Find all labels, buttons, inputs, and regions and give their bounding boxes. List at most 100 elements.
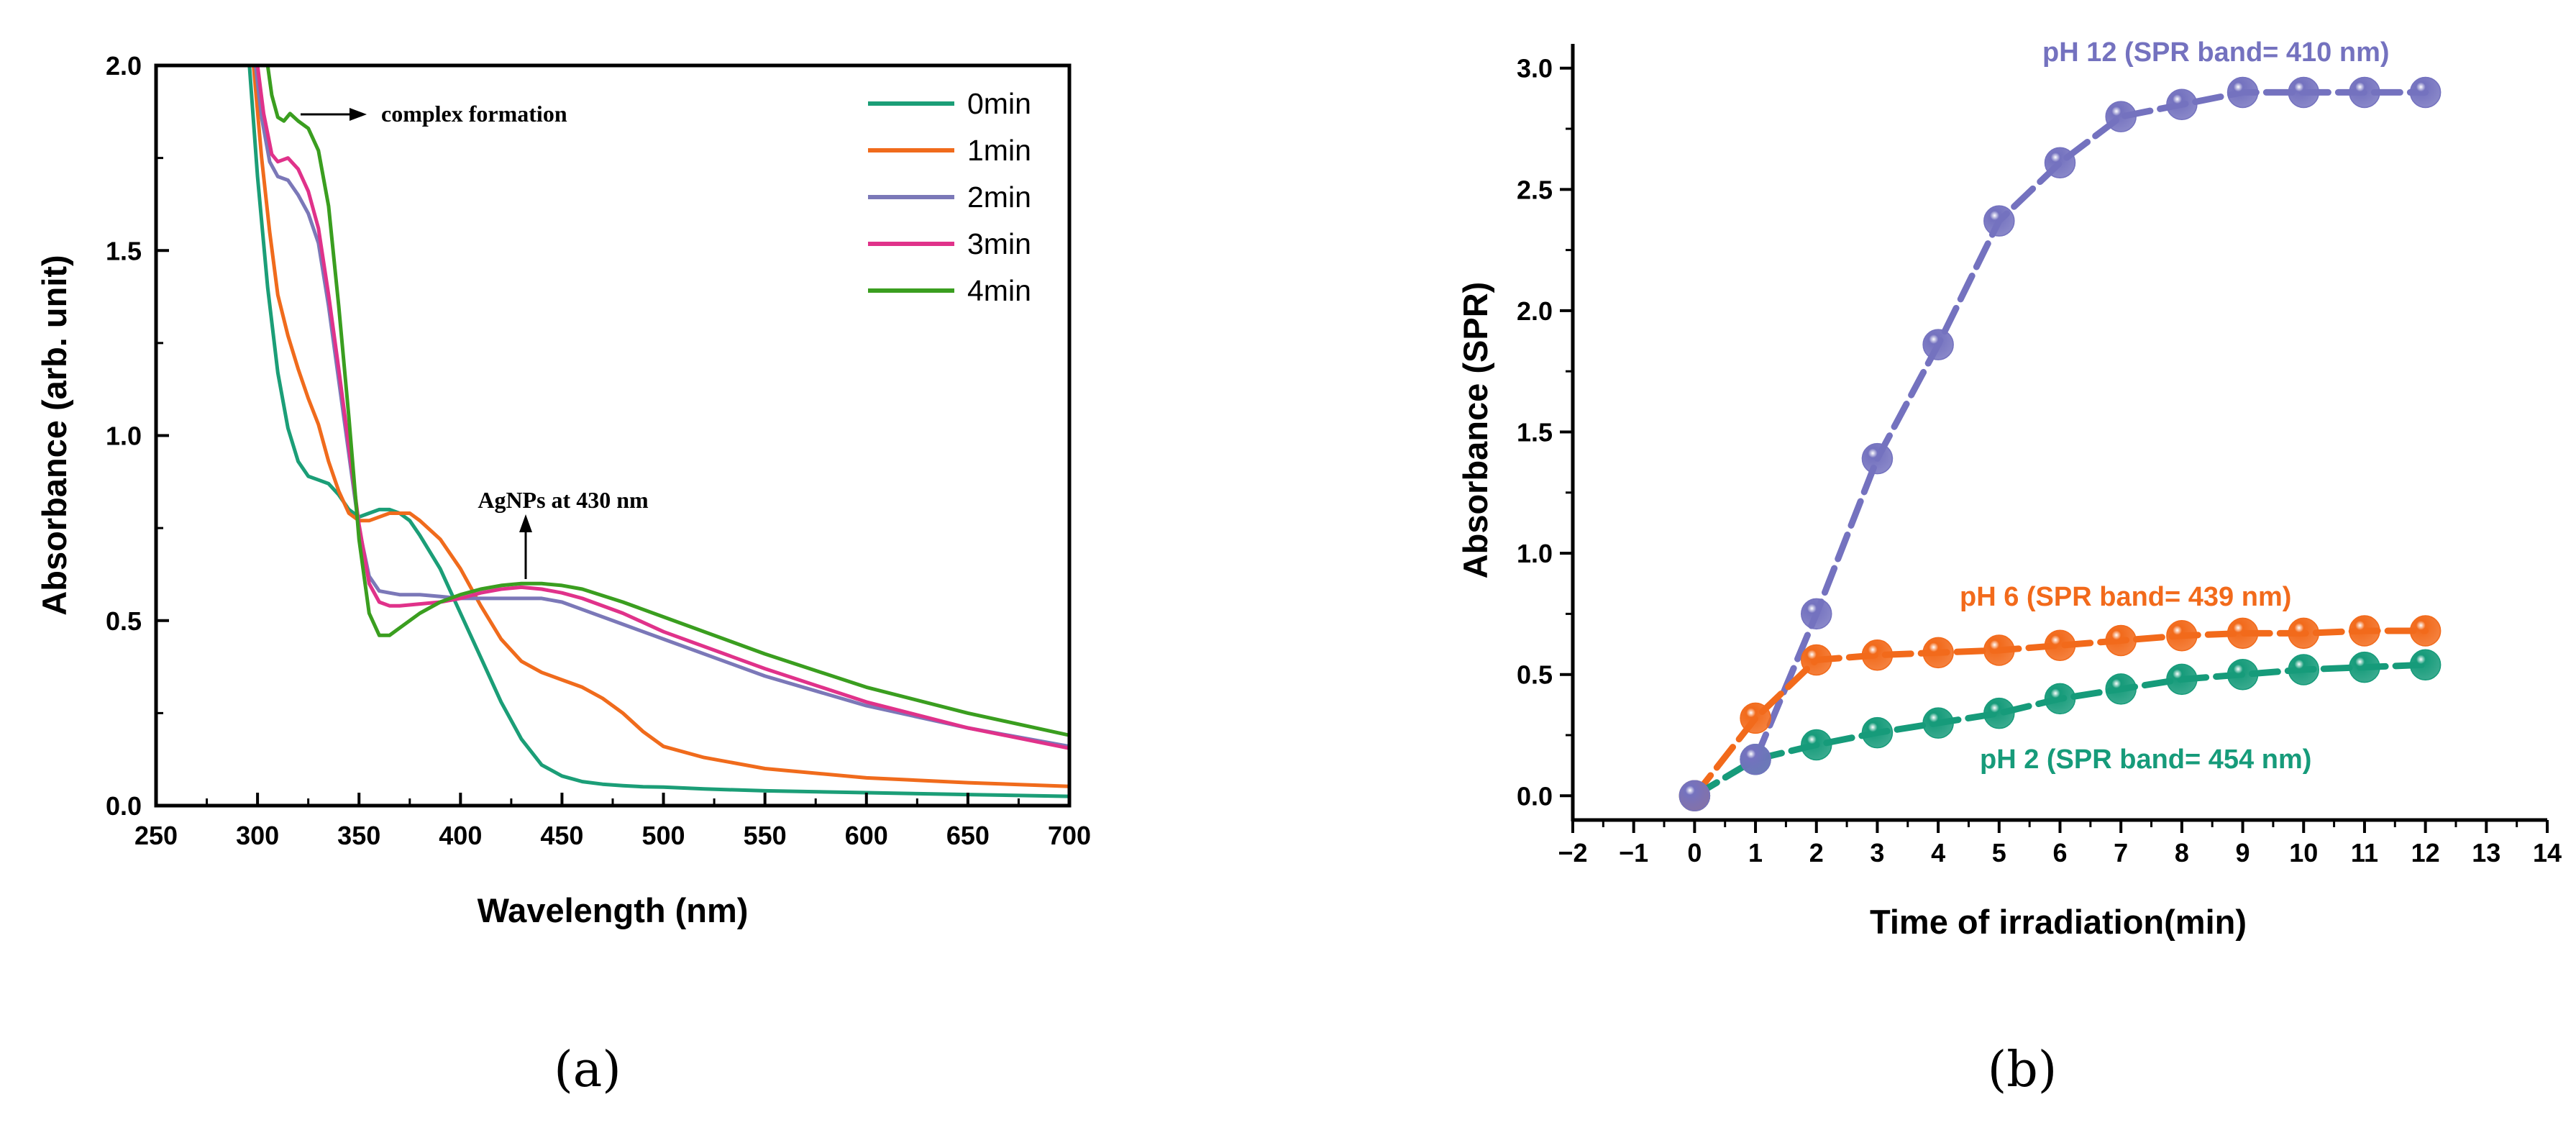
y-tick-label-a: 0.5 bbox=[106, 606, 142, 636]
x-tick-label-a: 700 bbox=[1048, 821, 1091, 850]
data-point-marker bbox=[1922, 329, 1954, 360]
legend-label-3min: 3min bbox=[967, 227, 1031, 260]
data-point-marker bbox=[1801, 729, 1832, 761]
data-point-marker bbox=[2166, 619, 2198, 652]
x-tick-label-b: 0 bbox=[1687, 838, 1702, 867]
series-line-1min bbox=[252, 65, 1069, 788]
annotation-text-complex: complex formation bbox=[381, 101, 567, 127]
annotation-agnps: AgNPs at 430 nm bbox=[478, 487, 649, 579]
data-point-marker bbox=[1983, 205, 2015, 237]
arrow-head-icon bbox=[350, 108, 367, 121]
panel-a-axes: 250 300 350 400 450 500 550 600 650 700 0.0 0.5 1.0 1… bbox=[106, 51, 1091, 850]
y-tick-label-a: 1.5 bbox=[106, 236, 142, 265]
y-tick-label-a: 0.0 bbox=[106, 791, 142, 821]
annotation-text-agnps: AgNPs at 430 nm bbox=[478, 487, 649, 513]
y-tick-label-b: 1.0 bbox=[1517, 539, 1553, 568]
x-tick-label-b: 10 bbox=[2289, 838, 2318, 867]
x-tick-label-b: 7 bbox=[2114, 838, 2128, 867]
series-label-ph12: pH 12 (SPR band= 410 nm) bbox=[2042, 37, 2390, 68]
series-line-4min bbox=[265, 65, 1069, 737]
y-tick-label-b: 3.0 bbox=[1517, 54, 1553, 83]
annotation-complex-formation: complex formation bbox=[301, 101, 567, 127]
panel-b-axes: −2 −1 0 1 2 3 4 5 6 7 8 9 10 11 12 13 140.00.51.01.52.02… bbox=[1517, 44, 2562, 867]
panel-b-x-axis-title: Time of irradiation(min) bbox=[1870, 903, 2247, 941]
panel-b-series-group bbox=[1678, 76, 2442, 812]
data-point-marker bbox=[1861, 639, 1894, 671]
legend-label-1min: 1min bbox=[967, 134, 1031, 167]
arrow-head-icon bbox=[519, 514, 532, 532]
x-tick-label-b: 1 bbox=[1748, 838, 1763, 867]
data-point-marker bbox=[2044, 683, 2076, 715]
data-point-marker bbox=[2349, 76, 2380, 109]
data-point-marker bbox=[2409, 649, 2442, 680]
x-tick-label-b: 13 bbox=[2472, 838, 2500, 867]
series-line-2min bbox=[253, 65, 1069, 749]
x-tick-label-b: 5 bbox=[1992, 838, 2006, 867]
panel-a-series-group bbox=[247, 65, 1069, 798]
panel-a-chart: 250 300 350 400 450 500 550 600 650 700 0.0 0.5 1.0 1… bbox=[35, 51, 1091, 929]
data-point-marker bbox=[1983, 697, 2015, 729]
panel-a-y-axis-title: Absorbance (arb. unit) bbox=[35, 255, 73, 615]
data-point-marker bbox=[2105, 673, 2137, 705]
panel-label-a: (a) bbox=[554, 1042, 621, 1098]
data-point-marker bbox=[1740, 743, 1771, 775]
legend-label-0min: 0min bbox=[967, 87, 1031, 120]
x-tick-label-a: 550 bbox=[744, 821, 787, 850]
data-point-marker bbox=[2409, 615, 2442, 647]
x-tick-label-a: 300 bbox=[236, 821, 279, 850]
x-tick-label-b: 6 bbox=[2052, 838, 2067, 867]
y-tick-label-a: 2.0 bbox=[106, 51, 142, 81]
x-tick-label-a: 400 bbox=[439, 821, 482, 850]
panel-b-chart: −2 −1 0 1 2 3 4 5 6 7 8 9 10 11 12 13 140.00.51.01.52.02… bbox=[1456, 37, 2562, 941]
y-tick-label-b: 2.5 bbox=[1517, 175, 1553, 204]
x-tick-label-a: 500 bbox=[642, 821, 685, 850]
x-tick-label-a: 450 bbox=[540, 821, 583, 850]
data-point-marker bbox=[2105, 624, 2137, 657]
data-point-marker bbox=[1922, 637, 1954, 669]
series-label-ph2: pH 2 (SPR band= 454 nm) bbox=[1980, 744, 2311, 775]
panel-b-y-axis-title: Absorbance (SPR) bbox=[1456, 282, 1494, 579]
y-tick-label-a: 1.0 bbox=[106, 422, 142, 451]
data-point-marker bbox=[2349, 651, 2380, 683]
legend-label-4min: 4min bbox=[967, 274, 1031, 307]
x-tick-label-b: 14 bbox=[2533, 838, 2562, 867]
x-tick-label-a: 250 bbox=[134, 821, 178, 850]
data-point-marker bbox=[2105, 101, 2137, 132]
y-tick-label-b: 2.0 bbox=[1517, 296, 1553, 326]
x-tick-label-b: 3 bbox=[1870, 838, 1884, 867]
series-line-0min bbox=[247, 65, 1069, 798]
data-point-marker bbox=[1801, 644, 1832, 676]
data-point-marker bbox=[1922, 707, 1954, 739]
x-tick-label-a: 650 bbox=[946, 821, 990, 850]
x-tick-label-b: 8 bbox=[2175, 838, 2189, 867]
data-point-marker bbox=[1861, 442, 1894, 475]
x-tick-label-b: −2 bbox=[1558, 838, 1587, 867]
data-point-marker bbox=[2044, 147, 2076, 178]
x-tick-label-b: 11 bbox=[2351, 838, 2378, 867]
panel-a-plot-frame bbox=[154, 63, 1072, 808]
x-tick-label-b: 4 bbox=[1931, 838, 1945, 867]
y-tick-label-b: 0.5 bbox=[1517, 660, 1553, 690]
x-tick-label-a: 350 bbox=[337, 821, 380, 850]
data-point-marker bbox=[2226, 658, 2259, 691]
data-point-marker bbox=[2349, 615, 2380, 647]
y-tick-label-b: 0.0 bbox=[1517, 781, 1553, 811]
data-point-marker bbox=[1801, 598, 1832, 630]
data-point-marker bbox=[2166, 663, 2198, 696]
data-point-marker bbox=[2226, 76, 2259, 109]
panel-label-b: (b) bbox=[1988, 1042, 2057, 1098]
x-tick-label-b: −1 bbox=[1619, 838, 1648, 867]
data-point-marker bbox=[2166, 88, 2198, 121]
data-point-marker bbox=[2288, 76, 2319, 109]
data-point-marker bbox=[1983, 634, 2015, 666]
x-tick-label-a: 600 bbox=[845, 821, 888, 850]
data-point-marker bbox=[2409, 76, 2442, 109]
series-line-3min bbox=[255, 65, 1069, 750]
legend-label-2min: 2min bbox=[967, 181, 1031, 214]
series-label-ph6: pH 6 (SPR band= 439 nm) bbox=[1960, 582, 2291, 612]
data-point-marker bbox=[1861, 716, 1894, 749]
data-point-marker bbox=[2044, 629, 2076, 661]
data-point-marker bbox=[2288, 617, 2319, 650]
x-tick-label-b: 12 bbox=[2411, 838, 2440, 867]
